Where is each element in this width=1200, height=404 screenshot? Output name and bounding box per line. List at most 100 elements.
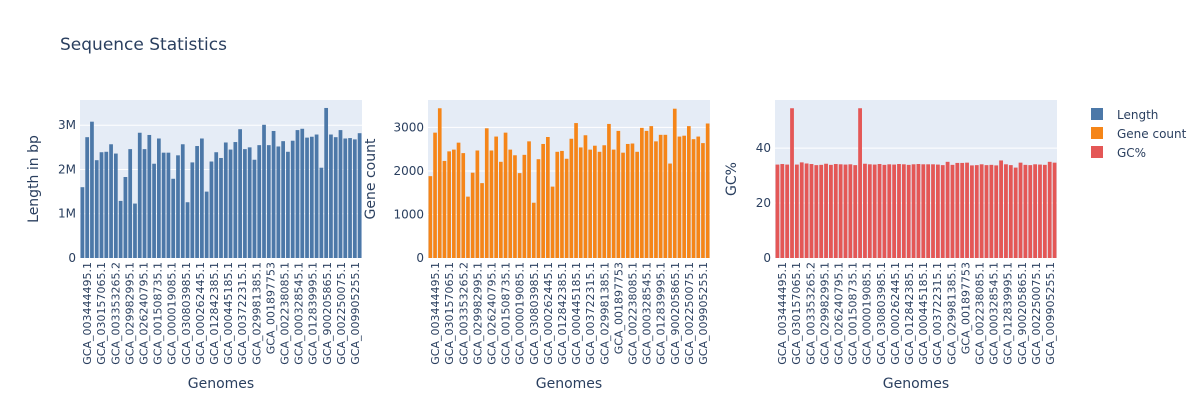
bar-gene-55[interactable]: [682, 135, 686, 258]
bar-length-14[interactable]: [142, 149, 147, 258]
bar-gene-13[interactable]: [484, 128, 489, 258]
bar-gene-17[interactable]: [503, 132, 508, 258]
bar-gc-17[interactable]: [853, 165, 858, 258]
bar-length-20[interactable]: [171, 178, 176, 258]
bar-gc-29[interactable]: [911, 164, 916, 258]
bar-gene-60[interactable]: [705, 123, 710, 258]
bar-length-26[interactable]: [200, 138, 204, 258]
bar-gene-19[interactable]: [513, 155, 517, 258]
bar-gc-57[interactable]: [1047, 161, 1052, 258]
bar-length-29[interactable]: [214, 152, 219, 258]
bar-gene-29[interactable]: [560, 150, 564, 258]
bar-length-53[interactable]: [329, 134, 333, 258]
bar-length-2[interactable]: [85, 137, 90, 258]
bar-gc-34[interactable]: [935, 164, 940, 258]
bar-gene-54[interactable]: [677, 136, 682, 258]
bar-length-23[interactable]: [185, 202, 190, 258]
bar-length-34[interactable]: [238, 129, 242, 258]
bar-length-12[interactable]: [133, 203, 137, 258]
bar-gene-57[interactable]: [691, 139, 696, 258]
bar-gc-22[interactable]: [877, 164, 882, 258]
bar-gc-39[interactable]: [960, 162, 965, 258]
bar-length-55[interactable]: [338, 130, 343, 258]
bar-length-52[interactable]: [324, 107, 329, 258]
bar-length-6[interactable]: [104, 151, 109, 258]
bar-gene-15[interactable]: [494, 136, 498, 258]
bar-gene-25[interactable]: [541, 143, 545, 258]
bar-length-4[interactable]: [94, 160, 99, 258]
bar-gc-46[interactable]: [994, 165, 999, 258]
bar-gc-15[interactable]: [843, 164, 848, 258]
bar-length-1[interactable]: [80, 187, 85, 258]
bar-gene-8[interactable]: [461, 153, 466, 258]
bar-gene-38[interactable]: [602, 145, 607, 258]
bar-gc-43[interactable]: [979, 164, 984, 258]
bar-gc-49[interactable]: [1008, 165, 1013, 258]
bar-gene-3[interactable]: [437, 108, 442, 258]
bar-gene-45[interactable]: [635, 151, 639, 258]
bar-length-11[interactable]: [128, 149, 133, 258]
bar-gene-11[interactable]: [475, 150, 480, 258]
bar-gc-1[interactable]: [775, 164, 780, 258]
bar-length-16[interactable]: [152, 163, 156, 258]
bar-gene-30[interactable]: [564, 158, 569, 258]
bar-gene-7[interactable]: [456, 142, 461, 258]
legend-item-2[interactable]: Gene count: [1091, 127, 1187, 141]
bar-gc-28[interactable]: [906, 164, 911, 258]
bar-gene-16[interactable]: [499, 161, 503, 258]
bar-length-8[interactable]: [113, 153, 118, 258]
bar-length-38[interactable]: [257, 145, 262, 258]
bar-gene-4[interactable]: [442, 160, 447, 258]
bar-gene-52[interactable]: [668, 163, 672, 258]
bar-gc-9[interactable]: [814, 165, 819, 258]
bar-length-35[interactable]: [243, 149, 247, 258]
bar-gene-46[interactable]: [640, 127, 644, 258]
bar-gene-10[interactable]: [470, 172, 475, 258]
bar-gene-42[interactable]: [621, 152, 625, 258]
bar-gc-38[interactable]: [955, 162, 960, 258]
bar-length-25[interactable]: [195, 146, 199, 258]
bar-gc-36[interactable]: [945, 161, 950, 258]
bar-length-10[interactable]: [123, 177, 128, 258]
bar-gc-26[interactable]: [897, 164, 901, 258]
bar-gene-26[interactable]: [546, 136, 550, 258]
bar-gene-33[interactable]: [578, 147, 583, 258]
bar-gc-13[interactable]: [833, 164, 838, 258]
bar-gc-5[interactable]: [794, 164, 799, 258]
bar-gc-47[interactable]: [999, 160, 1003, 258]
bar-gc-12[interactable]: [829, 164, 833, 258]
bar-gene-41[interactable]: [616, 130, 621, 258]
bar-gene-58[interactable]: [696, 136, 701, 258]
bar-gc-23[interactable]: [882, 164, 887, 258]
legend-item-1[interactable]: Length: [1091, 108, 1158, 122]
bar-gc-3[interactable]: [785, 164, 790, 258]
bar-length-36[interactable]: [247, 147, 252, 258]
bar-gc-30[interactable]: [916, 164, 921, 258]
bar-gc-10[interactable]: [819, 164, 824, 258]
bar-gc-24[interactable]: [887, 164, 892, 258]
bar-length-45[interactable]: [290, 140, 295, 258]
bar-length-39[interactable]: [262, 124, 266, 258]
bar-gene-37[interactable]: [597, 151, 602, 258]
bar-gene-27[interactable]: [550, 186, 555, 258]
bar-gc-51[interactable]: [1018, 162, 1023, 258]
bar-gene-39[interactable]: [607, 123, 611, 258]
bar-gene-28[interactable]: [555, 151, 560, 258]
bar-gc-48[interactable]: [1004, 164, 1008, 258]
bar-gene-50[interactable]: [658, 134, 663, 258]
bar-gene-56[interactable]: [687, 126, 691, 259]
bar-gene-47[interactable]: [644, 130, 649, 258]
bar-gc-32[interactable]: [926, 164, 931, 258]
bar-gene-20[interactable]: [517, 173, 522, 258]
bar-length-58[interactable]: [352, 139, 357, 258]
bar-gc-58[interactable]: [1052, 162, 1057, 258]
bar-length-46[interactable]: [295, 130, 300, 258]
bar-length-21[interactable]: [176, 155, 180, 258]
bar-gc-6[interactable]: [799, 162, 804, 258]
bar-gc-45[interactable]: [989, 164, 994, 258]
bar-length-54[interactable]: [333, 137, 338, 258]
bar-length-51[interactable]: [319, 167, 324, 258]
bar-gc-18[interactable]: [858, 108, 862, 259]
bar-gc-53[interactable]: [1028, 165, 1033, 258]
bar-gene-59[interactable]: [701, 143, 705, 258]
